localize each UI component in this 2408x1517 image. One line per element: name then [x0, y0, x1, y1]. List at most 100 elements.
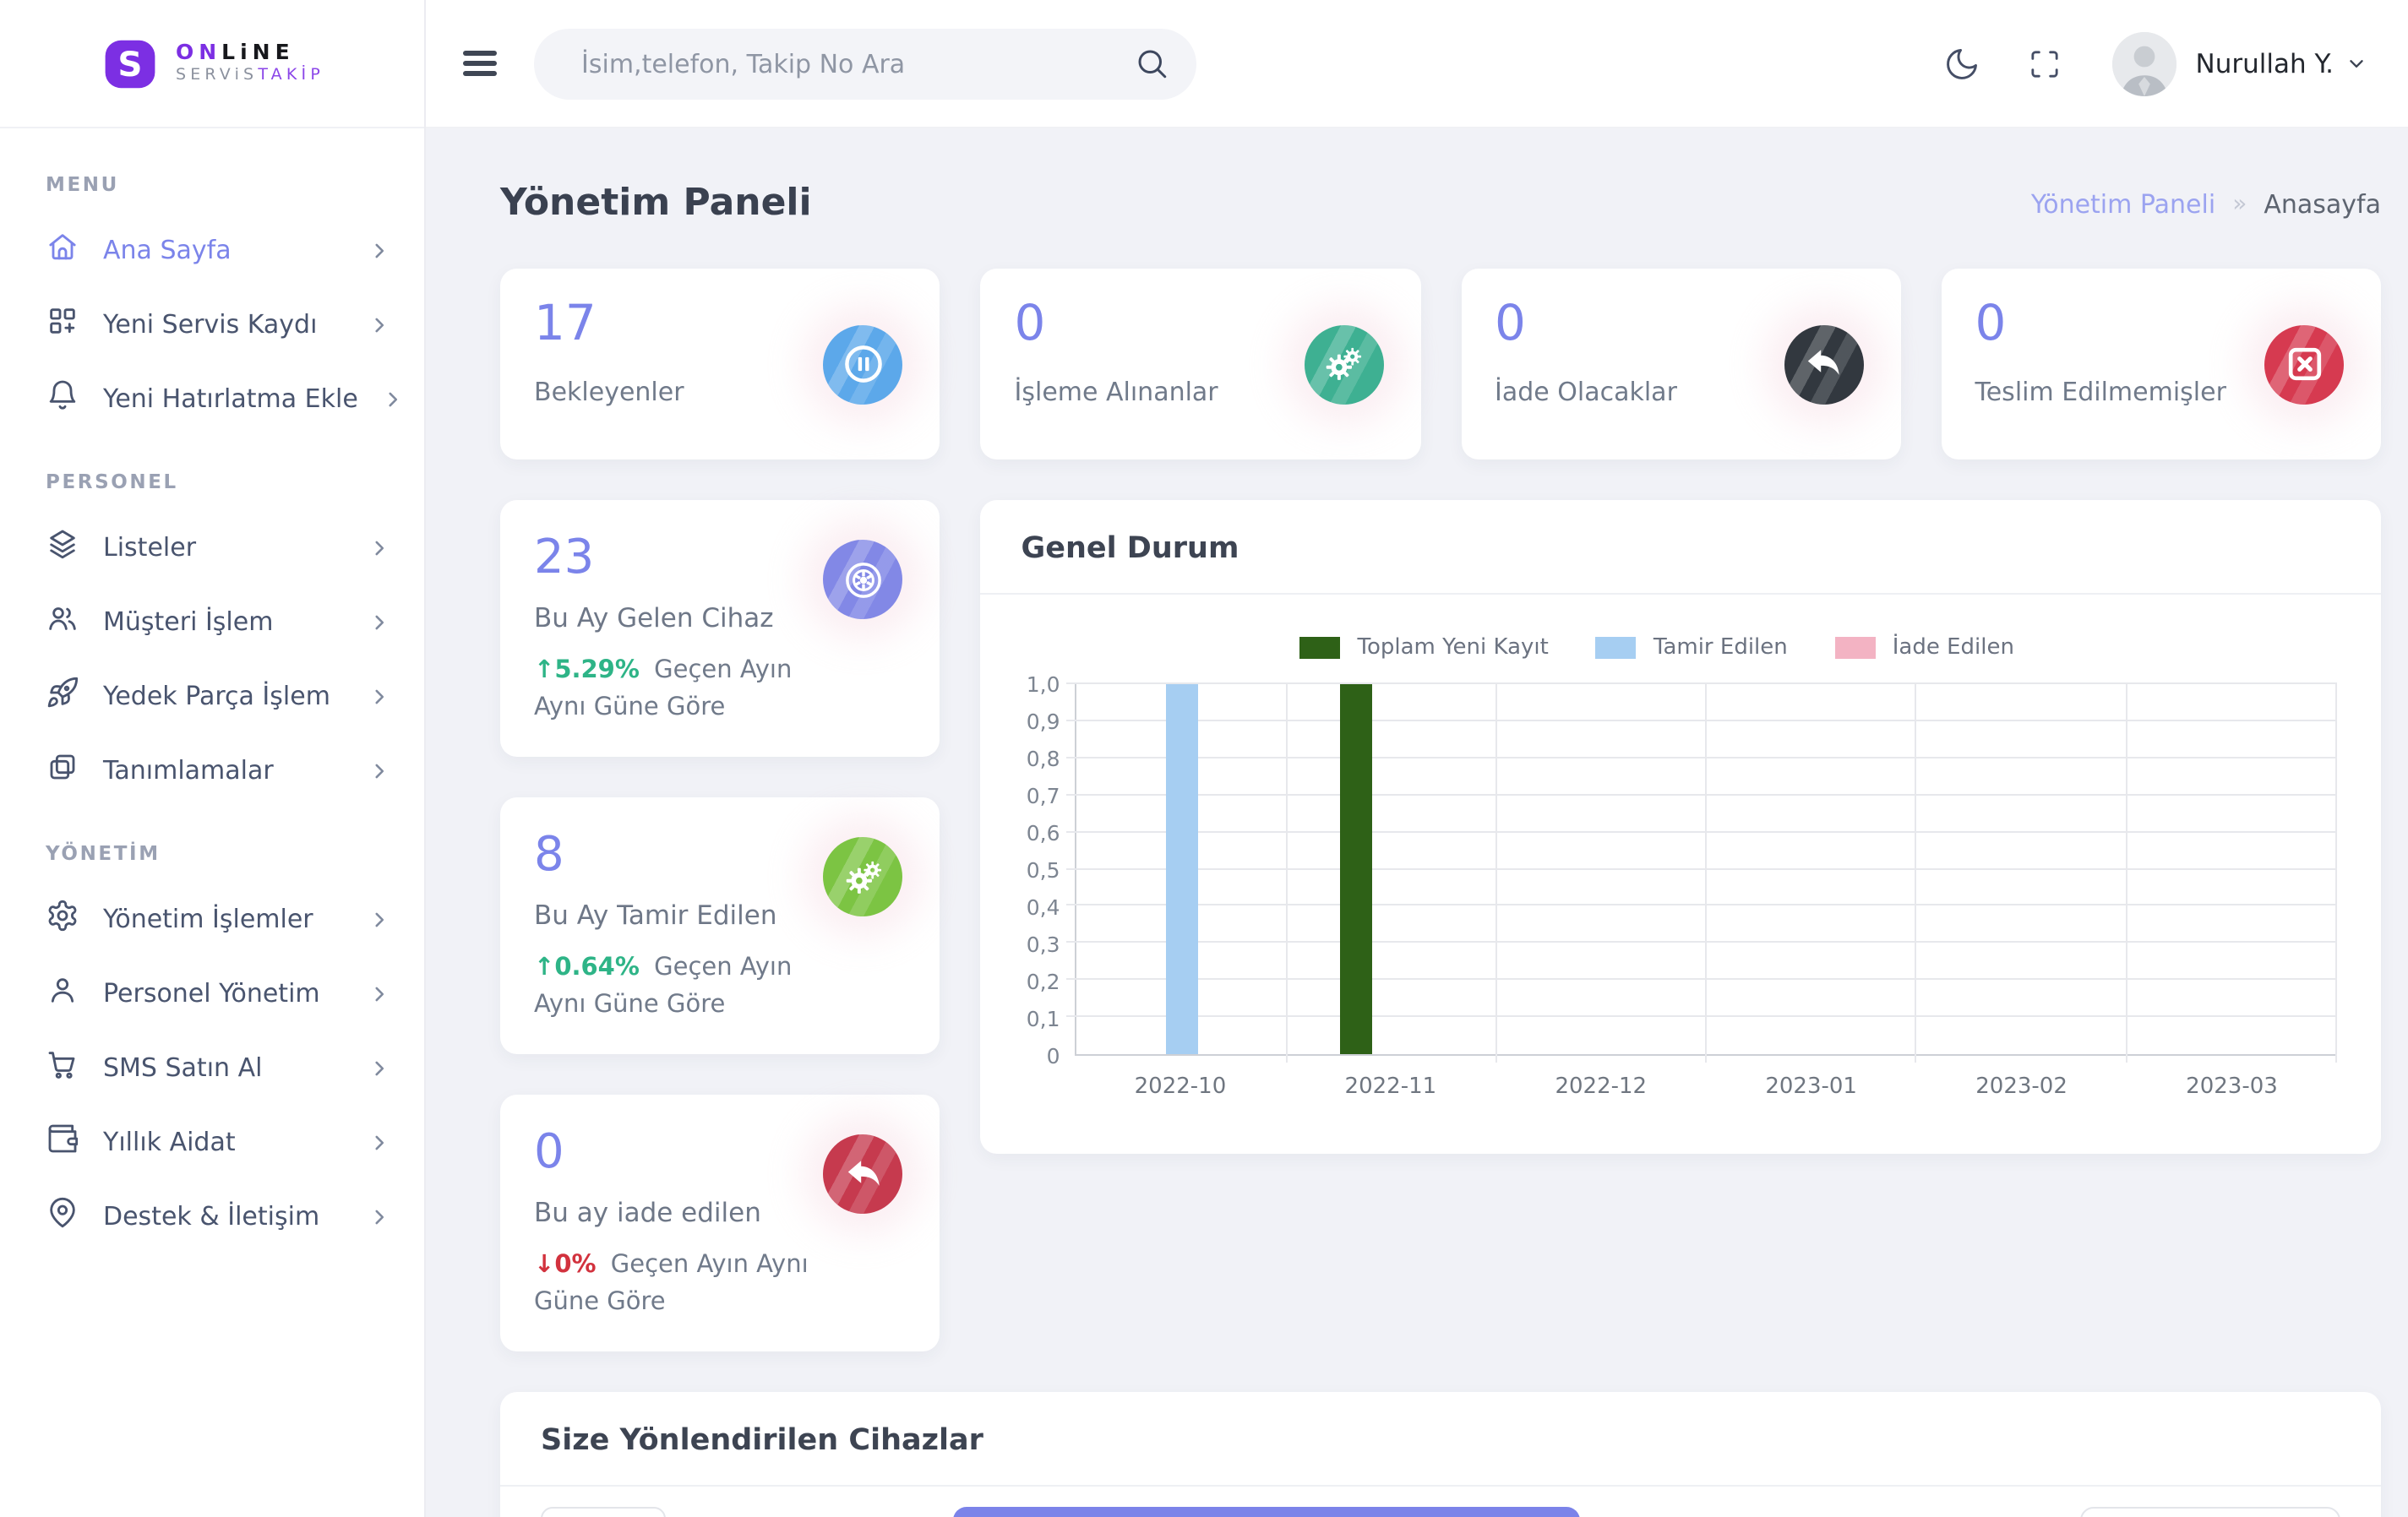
- gridline-vertical: [1705, 684, 1708, 1063]
- page-content: Yönetim Paneli Yönetim Paneli » Anasayfa…: [426, 128, 2408, 1517]
- x-tick-label: 2023-02: [1975, 1074, 2068, 1100]
- y-tick-label: 0,1: [1026, 1006, 1060, 1031]
- dark-mode-icon[interactable]: [1944, 45, 1981, 82]
- x-tick-label: 2022-10: [1134, 1074, 1227, 1100]
- gridline-horizontal: [1066, 978, 2337, 981]
- sidebar-item-user[interactable]: Personel Yönetim: [0, 956, 424, 1030]
- brand-logo[interactable]: S ONLiNE SERViSTAKİP: [0, 0, 424, 128]
- chart-body: Toplam Yeni Kayıt Tamir Edilen İade Edilen…: [981, 635, 2382, 1100]
- stat-value: 0: [1014, 294, 1046, 351]
- y-tick-label: 1,0: [1026, 672, 1060, 697]
- rocket-icon: [46, 676, 79, 716]
- gridline-vertical: [2335, 684, 2337, 1063]
- brand-mark-icon: S: [105, 39, 155, 88]
- topbar: Nurullah Y.: [426, 0, 2408, 128]
- gridline-vertical: [1285, 684, 1288, 1063]
- monthly-delta: ↓0% Geçen Ayın Aynı Güne Göre: [534, 1248, 830, 1322]
- sidebar-section-label: MENU: [46, 172, 119, 196]
- y-tick-label: 0,7: [1026, 783, 1060, 808]
- stat-value: 17: [534, 294, 597, 351]
- folders-icon: [46, 750, 79, 791]
- page-size-select[interactable]: 10: [541, 1507, 666, 1517]
- gridline-horizontal: [1066, 904, 2337, 906]
- y-tick-label: 0,2: [1026, 969, 1060, 994]
- gears-icon: [823, 837, 903, 916]
- sidebar-item-users[interactable]: Müşteri İşlem: [0, 585, 424, 659]
- search-icon[interactable]: [1134, 46, 1169, 81]
- chevron-right-icon: [368, 611, 390, 633]
- delta-arrow-icon: ↑: [534, 954, 555, 981]
- sidebar-item-label: Yeni Hatırlatma Ekle: [103, 383, 358, 414]
- monthly-stat-card: 0 Bu ay iade edilen ↓0% Geçen Ayın Aynı …: [500, 1095, 940, 1351]
- stat-value: 0: [1495, 294, 1526, 351]
- sidebar-item-grid-plus[interactable]: Yeni Servis Kaydı: [0, 287, 424, 362]
- bell-icon: [46, 378, 79, 419]
- sidebar-item-folders[interactable]: Tanımlamalar: [0, 733, 424, 807]
- grid-plus-icon: [46, 304, 79, 345]
- fullscreen-icon[interactable]: [2029, 46, 2062, 80]
- sidebar-item-cart[interactable]: SMS Satın Al: [0, 1030, 424, 1105]
- global-search-input[interactable]: [578, 46, 1134, 80]
- user-menu-chevron-down-icon[interactable]: [2345, 52, 2367, 74]
- x-tick-label: 2022-11: [1344, 1074, 1437, 1100]
- monthly-value: 23: [534, 529, 595, 585]
- brand-line2-gray: SERViS: [175, 65, 259, 84]
- chart-title-divider: [980, 593, 2381, 595]
- y-tick-label: 0,4: [1026, 894, 1060, 920]
- breadcrumb: Yönetim Paneli » Anasayfa: [2031, 188, 2381, 219]
- export-button-excel[interactable]: Excel: [1076, 1507, 1192, 1517]
- sidebar-item-pin[interactable]: Destek & İletişim: [0, 1179, 424, 1253]
- sidebar-item-home[interactable]: Ana Sayfa: [0, 213, 424, 287]
- hamburger-menu-icon[interactable]: [463, 50, 497, 77]
- pin-icon: [46, 1196, 79, 1237]
- layers-icon: [46, 527, 79, 568]
- delta-note: Geçen Ayın Aynı Güne Göre: [534, 1252, 809, 1316]
- legend-label: Tamir Edilen: [1653, 635, 1788, 661]
- gridline-horizontal: [1066, 830, 2337, 833]
- export-button-column-visibility[interactable]: Column visibility: [1290, 1507, 1571, 1517]
- sidebar-item-gear[interactable]: Yönetim İşlemler: [0, 882, 424, 956]
- chart-title: Genel Durum: [1021, 532, 1239, 566]
- svg-text:S: S: [117, 43, 142, 84]
- monthly-label: Bu Ay Gelen Cihaz: [534, 603, 774, 633]
- sidebar-item-label: Tanımlamalar: [103, 755, 274, 786]
- sidebar-section-label: PERSONEL: [46, 470, 178, 493]
- y-tick-label: 0,6: [1026, 820, 1060, 845]
- brand-line1-accent: ON: [175, 39, 222, 65]
- users-icon: [46, 601, 79, 642]
- sidebar-item-layers[interactable]: Listeler: [0, 510, 424, 585]
- stat-label: İşleme Alınanlar: [1014, 377, 1218, 407]
- assigned-devices-card: Size Yönlendirilen Cihazlar 10 CopyExcel…: [500, 1392, 2381, 1517]
- export-button-copy[interactable]: Copy: [963, 1507, 1076, 1517]
- table-search: [2080, 1507, 2340, 1517]
- chart-plot-row: 0 0,1 0,2 0,3 0,4 0,5 0,6 0,7 0,8 0,9 1,0: [1008, 672, 2337, 1068]
- user-name[interactable]: Nurullah Y.: [2195, 48, 2334, 79]
- stat-label: Bekleyenler: [534, 377, 684, 407]
- gridline-horizontal: [1066, 867, 2337, 869]
- y-tick-label: 0,5: [1026, 857, 1060, 883]
- sidebar-item-label: Listeler: [103, 532, 197, 563]
- sidebar-item-rocket[interactable]: Yedek Parça İşlem: [0, 659, 424, 733]
- gridline-horizontal: [1066, 682, 2337, 684]
- monthly-cards-column: 23 Bu Ay Gelen Cihaz ↑5.29% Geçen Ayın A…: [500, 500, 940, 1351]
- breadcrumb-current: Anasayfa: [2264, 188, 2381, 219]
- stat-card: 17 Bekleyenler: [500, 269, 940, 459]
- y-tick-label: 0: [1046, 1043, 1060, 1068]
- chart-y-axis: 0 0,1 0,2 0,3 0,4 0,5 0,6 0,7 0,8 0,9 1,0: [1008, 672, 1076, 1068]
- sidebar-item-bell[interactable]: Yeni Hatırlatma Ekle: [0, 362, 424, 436]
- export-button-pdf[interactable]: PDF: [1191, 1507, 1290, 1517]
- chevron-right-icon: [368, 239, 390, 261]
- export-button-group: CopyExcelPDFColumn visibility: [953, 1507, 1581, 1517]
- sidebar-item-wallet[interactable]: Yıllık Aidat: [0, 1105, 424, 1179]
- chevron-right-icon: [368, 908, 390, 930]
- gridline-vertical: [2125, 684, 2127, 1063]
- pause-circle-icon: [823, 324, 903, 404]
- stat-label: İade Olacaklar: [1495, 377, 1677, 407]
- breadcrumb-link[interactable]: Yönetim Paneli: [2030, 188, 2216, 219]
- reply-icon: [1784, 324, 1864, 404]
- brand-line2-accent: TAKİP: [258, 65, 324, 84]
- user-avatar[interactable]: [2112, 31, 2177, 95]
- chart-plot: [1066, 682, 2337, 1063]
- sidebar-section-label: YÖNETİM: [46, 841, 161, 865]
